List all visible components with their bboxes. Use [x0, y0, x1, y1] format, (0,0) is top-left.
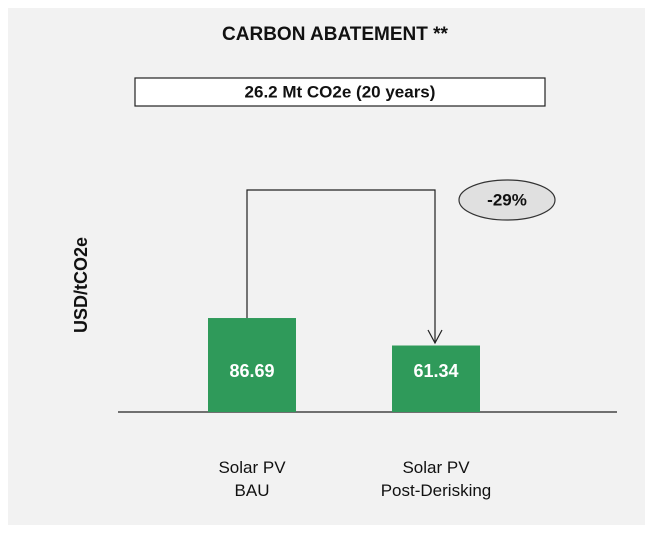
subtitle-box	[134, 77, 546, 107]
x-tick-label: Solar PV BAU	[218, 458, 286, 500]
subtitle: 26.2 Mt CO2e (20 years)	[245, 82, 436, 101]
annotation: -29%	[487, 190, 527, 209]
change-arrow	[246, 189, 436, 343]
y-axis-label: USD/tCO2e	[71, 237, 91, 333]
x-tick-label: Solar PV Post-Derisking	[380, 458, 492, 500]
arrow-head	[427, 329, 443, 345]
value-label: 86.69	[229, 361, 274, 381]
annotation-bubble	[458, 179, 556, 221]
chart-title: CARBON ABATEMENT **	[222, 24, 448, 45]
bar	[208, 318, 296, 412]
bar	[392, 345, 480, 412]
value-label: 61.34	[413, 361, 458, 381]
